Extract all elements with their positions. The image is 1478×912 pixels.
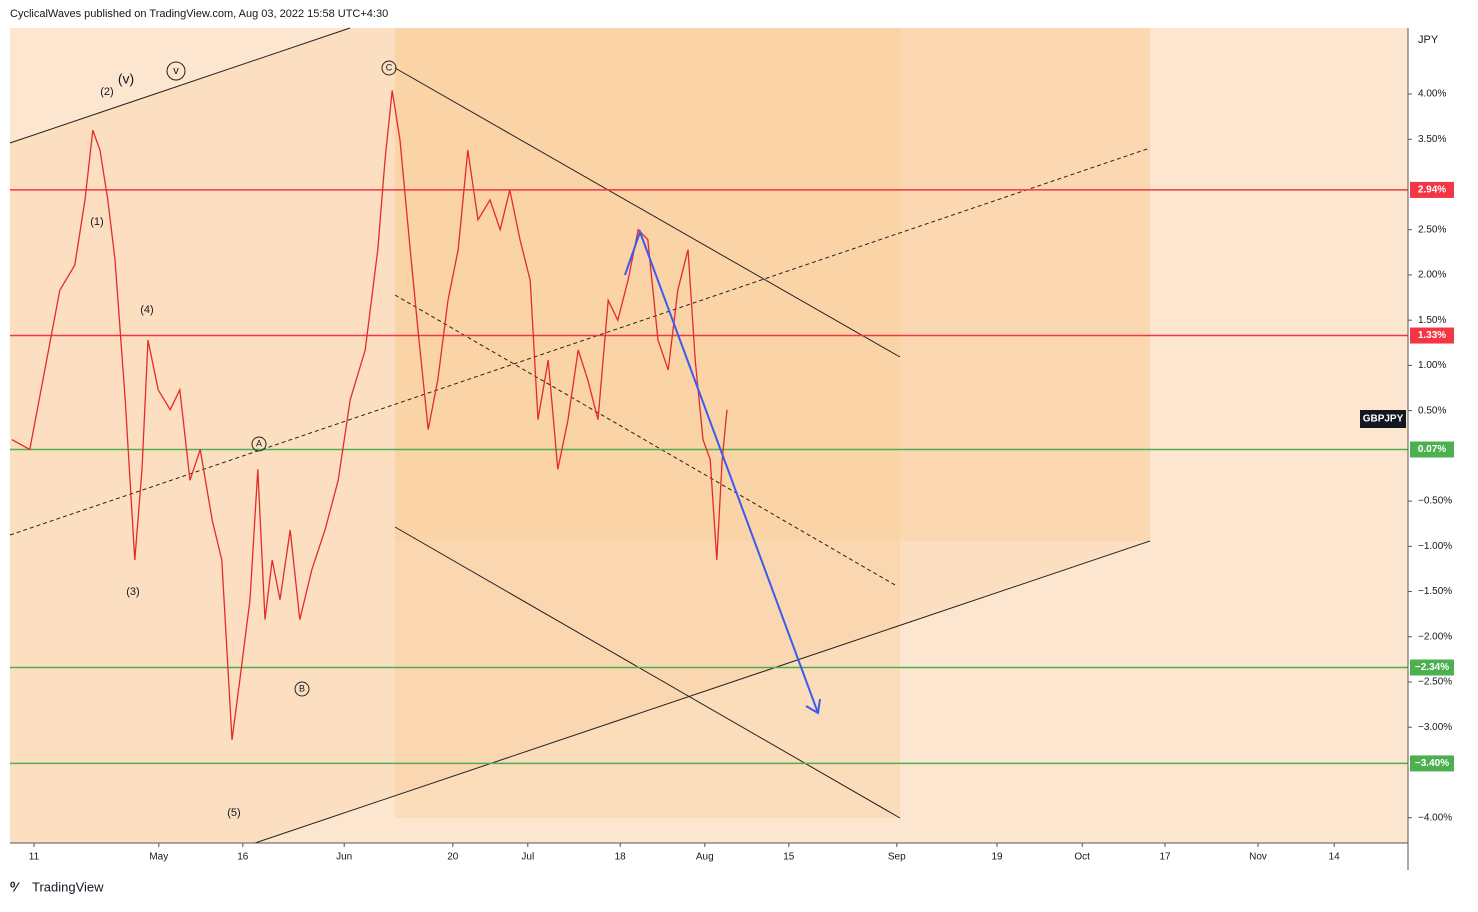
level-tag [1410, 441, 1454, 458]
zone [395, 28, 900, 818]
level-tag [1410, 181, 1454, 198]
y-tick-label: −1.00% [1418, 541, 1452, 552]
y-tick-label: −2.50% [1418, 677, 1452, 688]
logo: ⁰⁄ [10, 879, 20, 894]
level-tag [1410, 327, 1454, 344]
trend-line [394, 67, 901, 358]
y-tick-label: 1.00% [1418, 360, 1446, 371]
wave-label: (4) [140, 304, 153, 316]
wave-label: (2) [100, 86, 113, 98]
level-label: −3.40% [1415, 758, 1449, 769]
x-tick-label: 17 [1159, 852, 1171, 863]
channel-fill [10, 28, 1150, 843]
wave-label: C [386, 62, 393, 72]
y-tick-label: 2.00% [1418, 270, 1446, 281]
y-tick-label: 0.50% [1418, 405, 1446, 416]
x-tick-label: Oct [1074, 852, 1090, 863]
symbol-tag [1360, 410, 1406, 428]
symbol: GBPJPY [1363, 414, 1404, 425]
y-tick-label: −1.50% [1418, 586, 1452, 597]
y-axis-label: JPY [1418, 34, 1439, 46]
x-tick-label: Nov [1249, 852, 1267, 863]
trend-line [394, 526, 901, 819]
trend-line [394, 294, 896, 586]
x-tick-label: Jun [336, 852, 352, 863]
x-tick-label: 16 [237, 852, 249, 863]
y-tick-label: −0.50% [1418, 496, 1452, 507]
level-label: 1.33% [1418, 330, 1446, 341]
x-tick-label: 11 [29, 852, 40, 863]
y-tick-label: −4.00% [1418, 812, 1452, 823]
level-label: −2.34% [1415, 662, 1449, 673]
wave-label: v [173, 65, 179, 77]
x-tick-label: Aug [696, 852, 714, 863]
level-tag [1410, 659, 1454, 676]
x-tick-label: May [149, 852, 168, 863]
wave-label: (5) [227, 807, 240, 819]
y-tick-label: 3.50% [1418, 134, 1446, 145]
brand: TradingView [32, 879, 104, 894]
level-label: 0.07% [1418, 444, 1446, 455]
y-tick-label: −3.00% [1418, 722, 1452, 733]
wave-circle [381, 60, 397, 76]
x-tick-label: 15 [783, 852, 795, 863]
y-tick-label: 4.00% [1418, 89, 1446, 100]
wave-circle [294, 681, 310, 697]
x-tick-label: Jul [521, 852, 534, 863]
level-tag [1410, 755, 1454, 772]
x-tick-label: Sep [888, 852, 906, 863]
wave-label: A [256, 438, 262, 448]
trend-line [9, 27, 351, 144]
y-tick-label: 2.50% [1418, 224, 1446, 235]
price-line [11, 90, 728, 740]
x-tick-label: 19 [991, 852, 1003, 863]
arrow-head [805, 698, 821, 715]
wave-label: B [299, 683, 305, 693]
wave-label: (3) [126, 586, 139, 598]
wave-label: (v) [118, 71, 134, 87]
level-label: 2.94% [1418, 185, 1446, 196]
trend-line [254, 540, 1151, 844]
x-tick-label: 18 [615, 852, 627, 863]
arrow [624, 229, 819, 714]
x-tick-label: 20 [447, 852, 459, 863]
header: CyclicalWaves published on TradingView.c… [10, 8, 388, 20]
wave-circle [166, 61, 186, 81]
y-tick-label: −2.00% [1418, 631, 1452, 642]
x-tick-label: 14 [1329, 852, 1341, 863]
drawings [9, 27, 1151, 844]
wave-circle [251, 436, 267, 452]
wave-label: (1) [90, 216, 103, 228]
y-tick-label: 1.50% [1418, 315, 1446, 326]
trend-line [9, 147, 1151, 536]
